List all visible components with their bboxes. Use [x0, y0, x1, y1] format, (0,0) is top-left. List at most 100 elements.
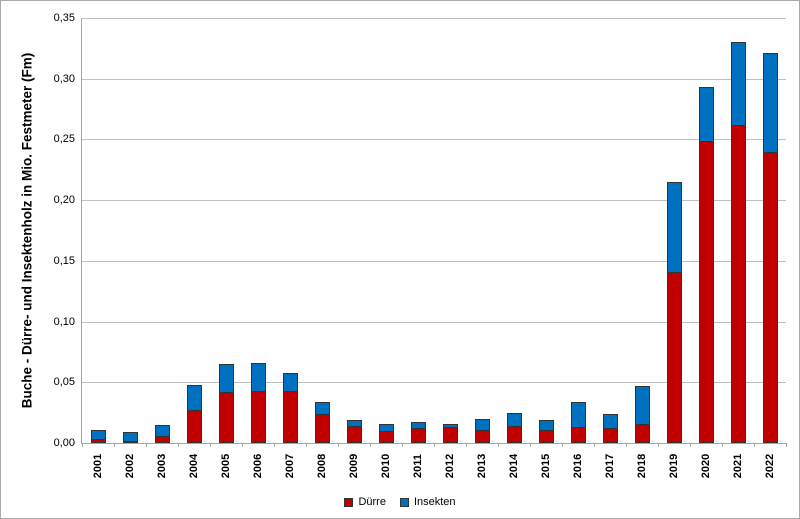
bar-segment-duerre	[730, 124, 746, 443]
stacked-bar	[698, 87, 714, 443]
category-slot: 2002	[114, 18, 146, 478]
x-axis-tick	[402, 443, 403, 447]
bar-segment-duerre	[762, 151, 778, 443]
x-axis-label: 2005	[220, 453, 232, 479]
y-axis-label: 0,20	[53, 194, 75, 207]
x-axis-tick	[658, 443, 659, 447]
category-slot: 2011	[402, 18, 434, 478]
stacked-bar	[282, 372, 298, 443]
bar-segment-duerre	[634, 423, 650, 443]
x-axis-tick	[498, 443, 499, 447]
x-axis-label: 2004	[188, 453, 200, 479]
bar-segment-duerre	[186, 410, 202, 443]
x-axis-tick	[370, 443, 371, 447]
bar-segment-duerre	[378, 430, 394, 443]
gridlines	[82, 18, 786, 443]
stacked-bar	[666, 181, 682, 443]
x-axis-label: 2015	[540, 453, 552, 479]
stacked-bar	[570, 401, 586, 443]
bar-segment-insekten	[442, 423, 458, 428]
x-axis-label: 2017	[604, 453, 616, 479]
legend-item: Dürre	[344, 496, 386, 508]
x-axis-label: 2013	[476, 453, 488, 479]
bar-segment-duerre	[506, 426, 522, 443]
x-axis-label: 2007	[284, 453, 296, 479]
bar-segment-insekten	[154, 424, 170, 436]
x-axis-label: 2021	[732, 453, 744, 479]
bar-segment-duerre	[90, 439, 106, 443]
stacked-bar	[250, 362, 266, 443]
bar-segment-insekten	[762, 53, 778, 152]
bar-segment-duerre	[602, 428, 618, 443]
stacked-bar	[474, 418, 490, 443]
stacked-bar	[506, 412, 522, 443]
category-slot: 2014	[498, 18, 530, 478]
x-axis-label: 2020	[700, 453, 712, 479]
bar-segment-insekten	[90, 429, 106, 440]
bar-segment-duerre	[442, 427, 458, 443]
x-axis-tick	[114, 443, 115, 447]
x-axis-tick	[690, 443, 691, 447]
category-slot: 2010	[370, 18, 402, 478]
bar-segment-duerre	[538, 429, 554, 443]
category-slot: 2006	[242, 18, 274, 478]
bar-segment-insekten	[122, 432, 138, 441]
stacked-bar	[314, 401, 330, 443]
x-axis-label: 2016	[572, 453, 584, 479]
bar-segment-duerre	[666, 271, 682, 443]
y-axis-label: 0,35	[53, 12, 75, 24]
bar-segment-insekten	[506, 412, 522, 426]
x-axis-tick	[178, 443, 179, 447]
bar-segment-insekten	[698, 87, 714, 141]
bar-segment-insekten	[314, 401, 330, 414]
bar-segment-insekten	[474, 418, 490, 430]
x-axis-tick	[594, 443, 595, 447]
bar-segment-duerre	[474, 429, 490, 443]
category-slot: 2020	[690, 18, 722, 478]
stacked-bar	[186, 384, 202, 443]
x-axis-tick	[338, 443, 339, 447]
gridline	[82, 321, 786, 323]
bar-segment-duerre	[218, 392, 234, 443]
x-axis-label: 2014	[508, 453, 520, 479]
x-axis-label: 2006	[252, 453, 264, 479]
x-axis-tick	[722, 443, 723, 447]
x-axis-tick	[82, 443, 83, 447]
category-slot: 2012	[434, 18, 466, 478]
x-axis-label: 2012	[444, 453, 456, 479]
category-slot: 2001	[82, 18, 114, 478]
gridline	[82, 200, 786, 202]
bar-segment-insekten	[282, 372, 298, 391]
stacked-bar	[442, 423, 458, 443]
stacked-bar	[730, 42, 746, 443]
legend: Dürre Insekten	[1, 495, 799, 509]
y-axis-label: 0,15	[53, 254, 75, 267]
x-axis-tick	[530, 443, 531, 447]
bar-segment-insekten	[570, 401, 586, 428]
category-slot: 2022	[754, 18, 786, 478]
category-slot: 2013	[466, 18, 498, 478]
plot-area: 2001 2002 2003 2004 2005 2006 2007 2008 2009 2010…	[81, 18, 787, 478]
stacked-bar	[346, 419, 362, 443]
gridline	[82, 260, 786, 262]
legend-swatch	[344, 497, 354, 507]
category-slot: 2008	[306, 18, 338, 478]
bar-segment-duerre	[570, 427, 586, 443]
y-axis-label: 0,05	[53, 376, 75, 389]
x-axis-label: 2003	[156, 453, 168, 479]
bar-segment-insekten	[730, 42, 746, 125]
x-axis-tick	[466, 443, 467, 447]
bar-segment-insekten	[602, 413, 618, 429]
x-axis-label: 2009	[348, 453, 360, 479]
legend-swatch	[399, 497, 409, 507]
gridline	[82, 18, 786, 19]
stacked-bar	[538, 419, 554, 443]
stacked-bar	[122, 432, 138, 443]
x-axis-tick	[146, 443, 147, 447]
x-axis-label: 2011	[412, 454, 424, 478]
category-slot: 2009	[338, 18, 370, 478]
x-axis-label: 2002	[124, 453, 136, 479]
bar-segment-duerre	[698, 140, 714, 443]
y-axis-label: 0,30	[53, 72, 75, 85]
bar-segment-duerre	[122, 440, 138, 443]
